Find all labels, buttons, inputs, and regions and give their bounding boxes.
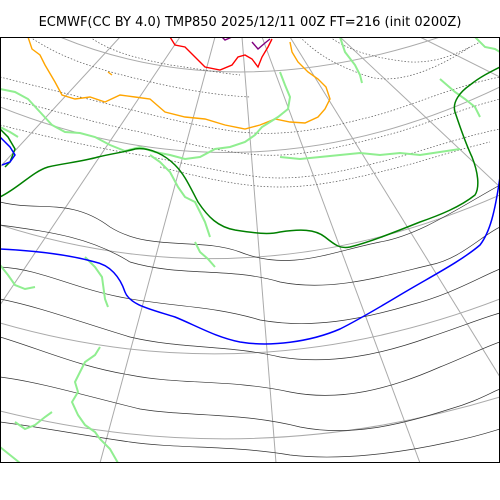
longitude-line (0, 37, 121, 168)
longitude-line (419, 37, 500, 78)
isotherm-minus-12 (27, 37, 331, 130)
isotherm-minus-18 (169, 37, 273, 71)
latitude-line (59, 37, 441, 73)
latitude-line (0, 396, 500, 440)
graticule (0, 37, 500, 463)
map-canvas (0, 37, 500, 463)
weather-map (0, 37, 500, 463)
latitude-line (0, 86, 500, 153)
longitude-line (99, 37, 216, 463)
longitude-line (241, 37, 277, 463)
latitude-line (0, 298, 500, 355)
isotherm-zero (0, 66, 500, 249)
map-title: ECMWF(CC BY 4.0) TMP850 2025/12/11 00Z F… (38, 15, 462, 30)
isotherm-plus-6 (0, 136, 500, 345)
latitude-line (0, 194, 500, 260)
isotherm-minus-6 (0, 37, 500, 463)
isotherm-thin (0, 184, 500, 458)
map-background (0, 37, 500, 463)
longitude-line (289, 37, 500, 378)
